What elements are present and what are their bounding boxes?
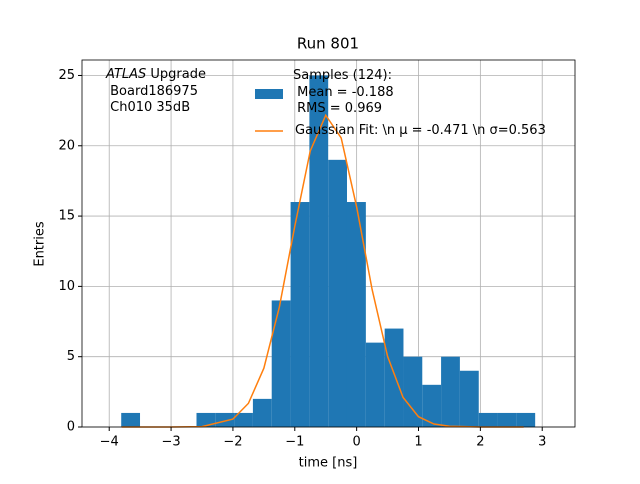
y-tick-label: 15	[58, 209, 75, 224]
plot-area	[121, 75, 536, 428]
y-tick-label: 20	[58, 138, 75, 153]
histogram-bar	[252, 398, 272, 427]
legend-swatch	[255, 89, 283, 99]
annotation: ATLAS Upgrade Board186975 Ch010 35dB	[106, 67, 206, 117]
histogram-bar	[346, 202, 366, 427]
histogram-bar	[196, 412, 216, 427]
chart-title: Run 801	[297, 35, 359, 53]
x-tick-label: 2	[476, 435, 484, 450]
legend-label: Samples (124): Mean = -0.188 RMS = 0.969	[293, 68, 394, 116]
x-tick-label: 3	[538, 435, 546, 450]
x-tick-label: 0	[353, 435, 361, 450]
histogram-bar	[290, 202, 310, 427]
histogram-bar	[459, 370, 479, 427]
x-tick-label: −4	[100, 435, 119, 450]
annotation-text: Upgrade Board186975 Ch010 35dB	[110, 67, 206, 115]
x-tick-label: 1	[414, 435, 422, 450]
x-axis-label: time [ns]	[299, 456, 358, 471]
histogram-bar	[271, 300, 291, 427]
x-tick-label: −3	[161, 435, 180, 450]
histogram-bar	[121, 412, 141, 427]
x-tick-label: −2	[223, 435, 242, 450]
histogram-bar	[384, 328, 404, 427]
histogram-bar	[215, 412, 235, 427]
histogram-bar	[234, 412, 253, 427]
y-tick-label: 25	[58, 68, 75, 83]
histogram-bar	[441, 356, 460, 427]
histogram-bar	[328, 159, 347, 427]
y-tick-label: 10	[58, 279, 75, 294]
histogram-bar	[403, 356, 423, 427]
y-tick-label: 0	[67, 420, 75, 435]
legend-label: Gaussian Fit: \n μ = -0.471 \n σ=0.563	[295, 123, 546, 138]
histogram-bar	[497, 412, 517, 427]
histogram-bar	[516, 412, 536, 427]
y-axis-label: Entries	[33, 221, 48, 267]
histogram-bar	[309, 75, 329, 427]
annotation-italic: ATLAS	[106, 67, 147, 82]
fit-line	[121, 113, 524, 428]
x-tick-label: −1	[285, 435, 304, 450]
axes-frame	[81, 59, 576, 428]
histogram-bar	[478, 412, 498, 427]
histogram-bar	[365, 342, 385, 427]
y-tick-label: 5	[67, 349, 75, 364]
histogram-bar	[422, 384, 442, 427]
